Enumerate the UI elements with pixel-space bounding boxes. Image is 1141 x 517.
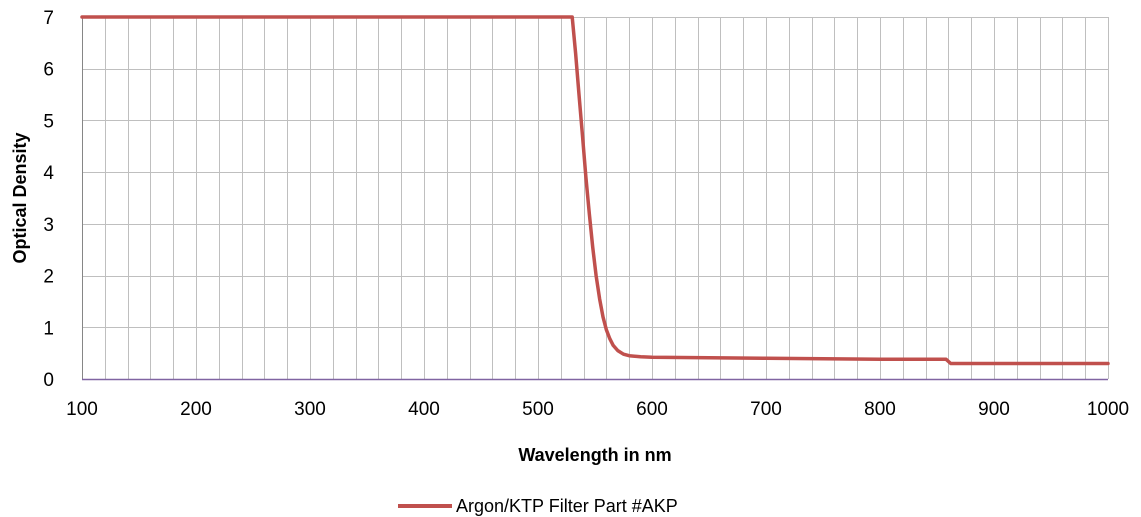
series-layer [80,15,1110,366]
y-tick-label: 5 [43,111,54,132]
x-tick-label: 1000 [1087,399,1129,420]
x-tick-label: 400 [408,399,440,420]
legend: Argon/KTP Filter Part #AKP [398,496,678,516]
y-tick-label: 4 [43,163,54,184]
y-tick-label: 6 [43,60,54,81]
x-tick-label: 300 [294,399,326,420]
axes [82,17,1108,381]
y-tick-label: 2 [43,267,54,288]
y-tick-label: 3 [43,215,54,236]
y-axis-title: Optical Density [10,132,30,263]
x-axis-title: Wavelength in nm [518,445,671,465]
x-tick-label: 500 [522,399,554,420]
legend-label: Argon/KTP Filter Part #AKP [456,496,678,516]
grid [82,17,1109,380]
x-tick-label: 700 [750,399,782,420]
x-tick-label: 600 [636,399,668,420]
y-tick-label: 1 [43,318,54,339]
y-tick-label: 0 [43,370,54,391]
x-tick-label: 100 [66,399,98,420]
x-tick-label: 900 [978,399,1010,420]
tick-labels: 0 1 2 3 4 5 6 7 100 200 300 400 500 600 700 800 900 1000 [43,8,1129,420]
series-line-0 [80,15,1110,366]
x-tick-label: 800 [864,399,896,420]
x-tick-label: 200 [180,399,212,420]
y-tick-label: 7 [43,8,54,29]
